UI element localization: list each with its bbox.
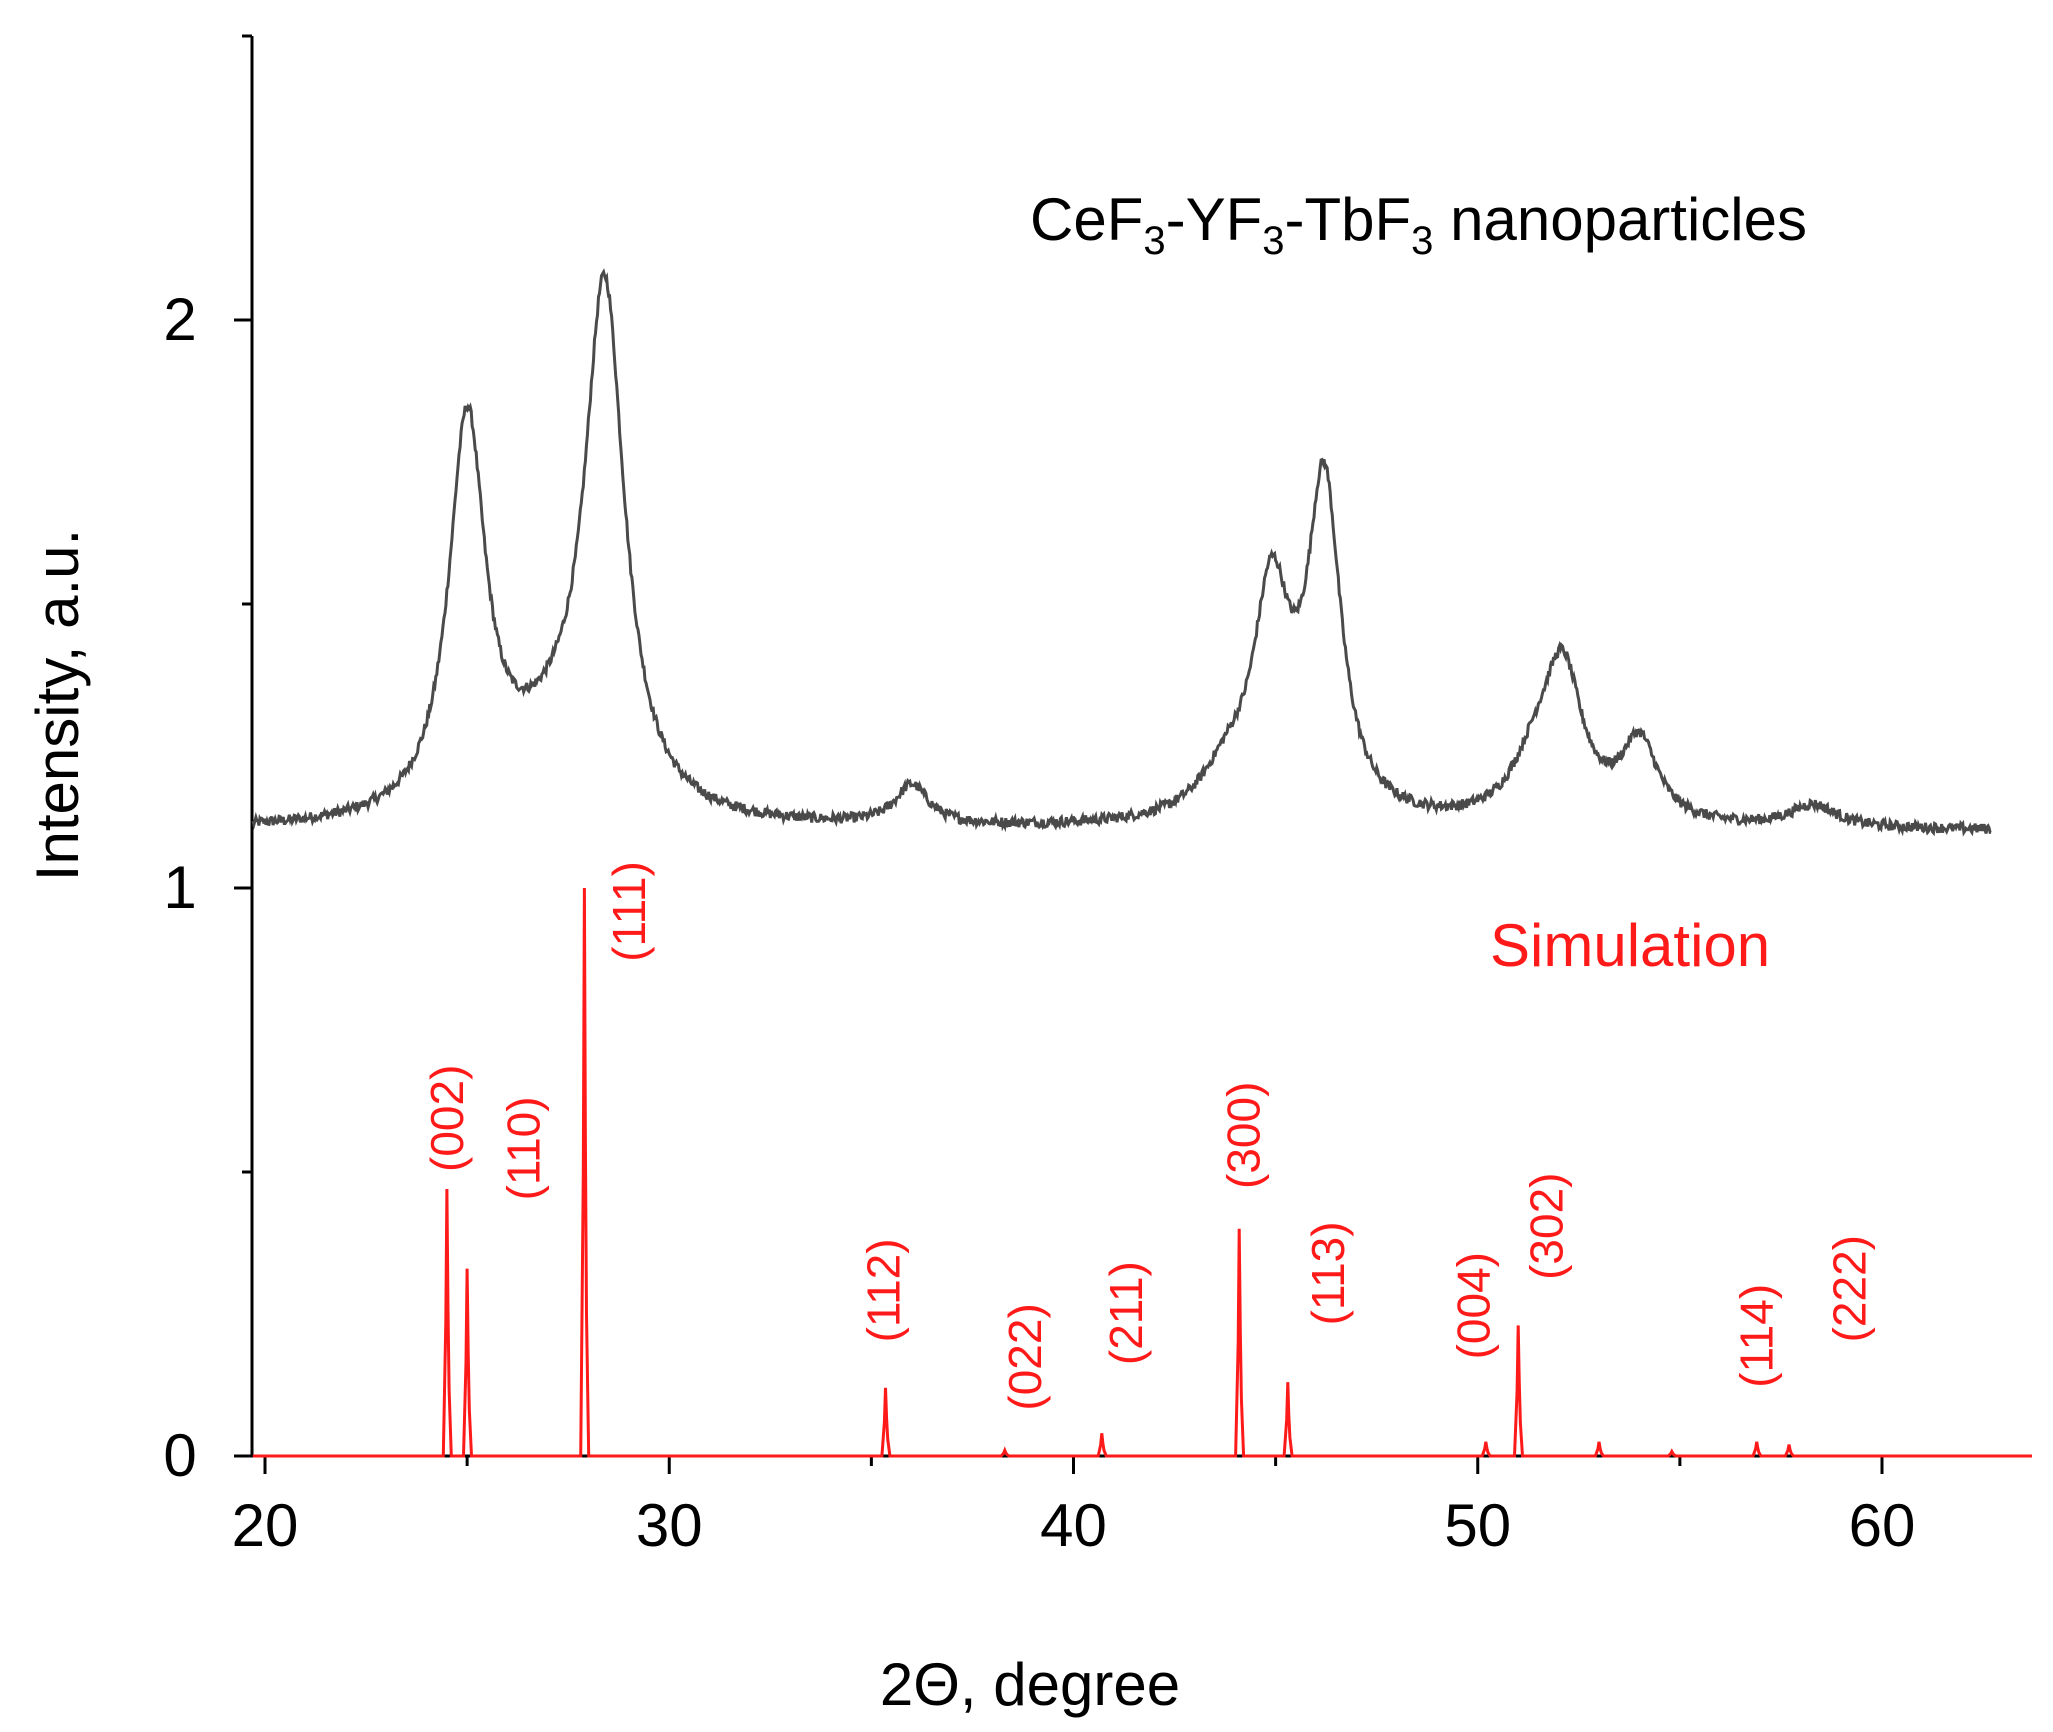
simulation-series-line [252,887,2032,1458]
hkl-label: (110) [498,1096,550,1200]
hkl-label: (211) [1100,1261,1152,1365]
x-tick-label: 30 [636,1492,703,1559]
hkl-label: (222) [1824,1235,1876,1342]
hkl-label: (022) [999,1303,1051,1410]
hkl-label: (300) [1217,1082,1269,1189]
experiment-legend-label: CeF3-YF3-TbF3 nanoparticles [1030,186,1807,263]
hkl-label: (113) [1302,1221,1354,1325]
x-tick-label: 20 [232,1492,299,1559]
x-tick-label: 60 [1849,1492,1916,1559]
experiment-series-line [251,268,1992,837]
hkl-label: (004) [1448,1252,1500,1359]
simulation-legend-label: Simulation [1490,912,1770,979]
tick-marks [234,34,1884,1474]
hkl-label: (112) [858,1238,910,1342]
hkl-label: (002) [421,1065,473,1172]
hkl-label: (111) [603,861,655,962]
x-tick-label: 50 [1444,1492,1511,1559]
y-tick-label: 0 [163,1422,196,1489]
hkl-label: (114) [1731,1284,1783,1388]
y-tick-label: 1 [163,854,196,921]
x-axis-title: 2Θ, degree [880,1651,1180,1718]
y-axis-title: Intensity, a.u. [24,529,91,881]
y-tick-label: 2 [163,286,196,353]
hkl-annotations: (002) (110) (111) (112) (022) (211) (300) (113)… [421,861,1876,1410]
hkl-label: (302) [1521,1173,1573,1280]
tick-labels: 20 30 40 50 60 0 1 2 [163,286,1915,1559]
x-tick-label: 40 [1040,1492,1107,1559]
